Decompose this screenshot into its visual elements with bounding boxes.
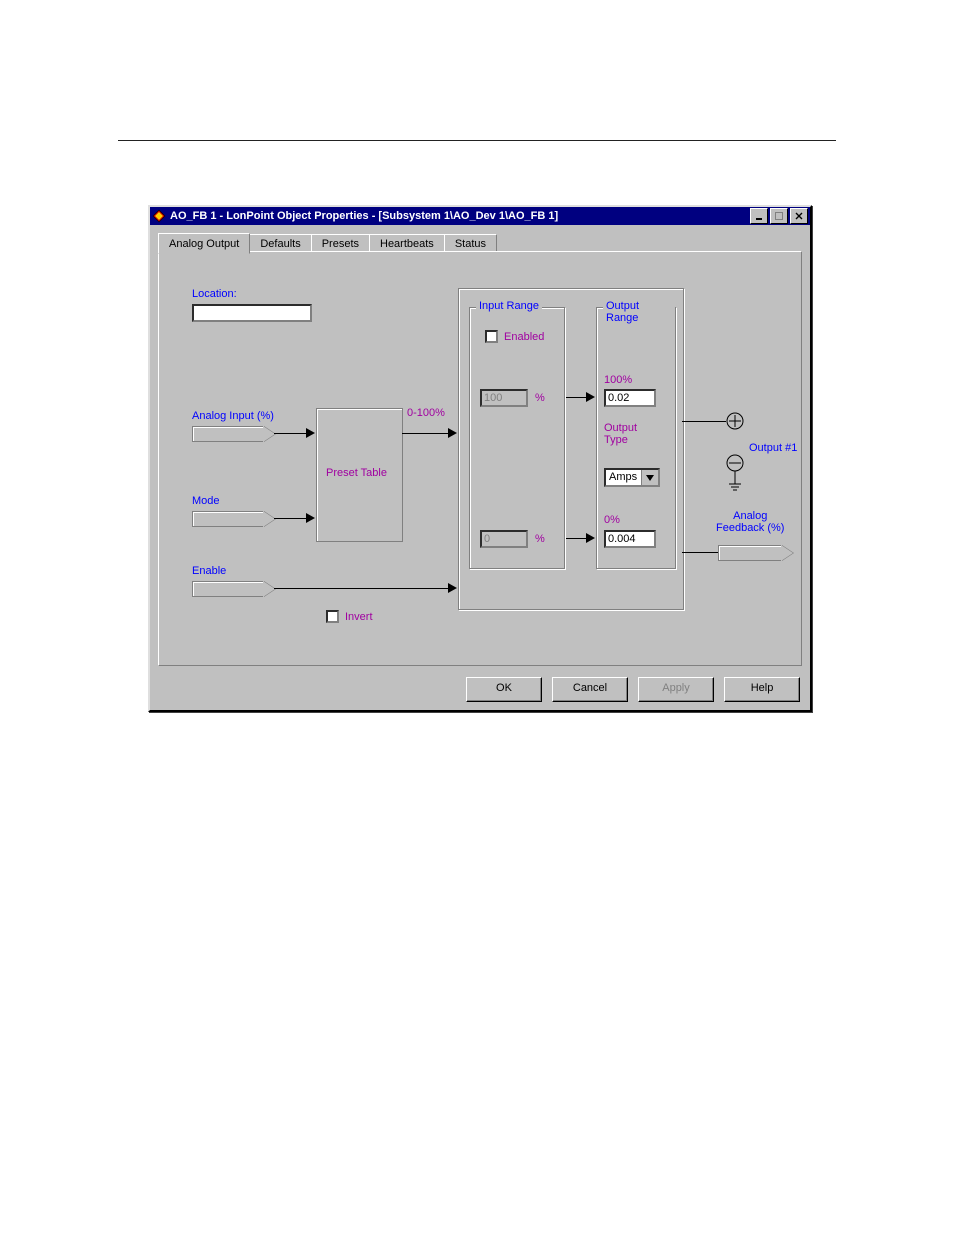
zero-pct-label: 0% [604, 514, 620, 526]
arrowhead-icon [448, 583, 457, 593]
cancel-label: Cancel [573, 682, 607, 694]
button-row: OK Cancel Apply Help [466, 677, 800, 702]
output-range-legend: Output Range [603, 300, 675, 324]
invert-label: Invert [345, 611, 373, 623]
output-range-high[interactable] [604, 389, 656, 407]
analog-input-label: Analog Input (%) [192, 410, 274, 422]
location-label: Location: [192, 288, 237, 300]
dialog-window: AO_FB 1 - LonPoint Object Properties - [… [148, 205, 812, 712]
tab-label: Presets [322, 238, 359, 250]
output-type-select[interactable]: Amps [604, 468, 660, 487]
input-range-low [480, 530, 528, 548]
arrowhead-icon [306, 513, 315, 523]
maximize-button[interactable] [770, 208, 788, 224]
minimize-button[interactable] [750, 208, 768, 224]
tabstrip: Analog Output Defaults Presets Heartbeat… [158, 231, 496, 252]
checkbox-icon [485, 330, 498, 343]
minus-terminal-icon [726, 454, 744, 472]
connector-line [274, 433, 310, 434]
range-text: 0-100% [407, 407, 445, 419]
connector-line [274, 518, 310, 519]
window-title: AO_FB 1 - LonPoint Object Properties - [… [170, 210, 748, 222]
output-type-value: Amps [606, 470, 641, 485]
chevron-down-icon [641, 470, 658, 485]
ok-label: OK [496, 682, 512, 694]
connector-line [402, 433, 452, 434]
connector-line [682, 552, 718, 553]
mode-arrow-icon [192, 511, 263, 527]
connector-line [566, 397, 588, 398]
analog-feedback-label: Analog Feedback (%) [716, 510, 784, 534]
tab-label: Defaults [260, 238, 300, 250]
analog-input-arrow-icon [192, 426, 263, 442]
input-range-high [480, 389, 528, 407]
titlebar: AO_FB 1 - LonPoint Object Properties - [… [150, 207, 810, 225]
apply-label: Apply [662, 682, 690, 694]
arrowhead-icon [586, 533, 595, 543]
apply-button[interactable]: Apply [638, 677, 714, 702]
connector-line [566, 538, 588, 539]
arrowhead-icon [306, 428, 315, 438]
output-type-label: Output Type [604, 422, 637, 446]
app-icon [152, 209, 166, 223]
analog-feedback-arrow-icon [718, 545, 781, 561]
arrowhead-icon [586, 392, 595, 402]
input-range-legend: Input Range [476, 300, 542, 312]
enable-arrow-icon [192, 581, 263, 597]
invert-checkbox[interactable]: Invert [326, 610, 373, 623]
help-button[interactable]: Help [724, 677, 800, 702]
hundred-pct-label: 100% [604, 374, 632, 386]
cancel-button[interactable]: Cancel [552, 677, 628, 702]
arrowhead-icon [448, 428, 457, 438]
enabled-label: Enabled [504, 331, 544, 343]
enabled-checkbox[interactable]: Enabled [485, 330, 544, 343]
pct-label: % [535, 392, 545, 404]
connector-line [682, 421, 726, 422]
enable-label: Enable [192, 565, 226, 577]
checkbox-icon [326, 610, 339, 623]
preset-table-label: Preset Table [326, 467, 387, 479]
tab-label: Analog Output [169, 238, 239, 250]
plus-terminal-icon [726, 412, 744, 430]
page-hr [118, 140, 836, 141]
tab-label: Status [455, 238, 486, 250]
ok-button[interactable]: OK [466, 677, 542, 702]
pct-label: % [535, 533, 545, 545]
location-input[interactable] [192, 304, 312, 322]
output-range-low[interactable] [604, 530, 656, 548]
tab-panel: Location: Analog Input (%) Mode Enable P… [158, 251, 802, 666]
mode-label: Mode [192, 495, 220, 507]
tab-label: Heartbeats [380, 238, 434, 250]
connector-line [274, 588, 452, 589]
tab-analog-output[interactable]: Analog Output [158, 233, 250, 254]
output1-label: Output #1 [749, 442, 797, 454]
close-button[interactable] [790, 208, 808, 224]
help-label: Help [751, 682, 774, 694]
